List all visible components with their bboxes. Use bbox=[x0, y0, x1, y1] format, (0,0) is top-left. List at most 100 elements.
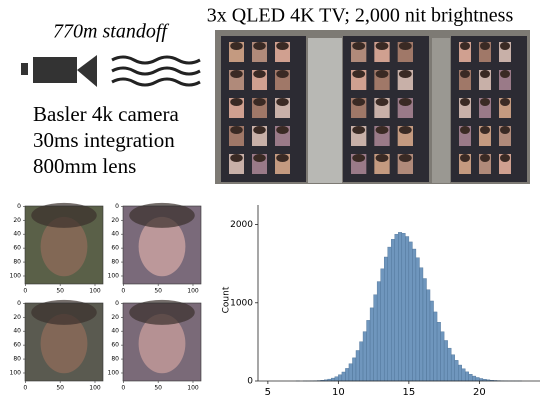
x-tick-label: 100 bbox=[187, 385, 199, 392]
bar bbox=[356, 350, 360, 381]
face-hair bbox=[376, 98, 389, 106]
y-tick-label: 100 bbox=[108, 369, 120, 376]
figure: 770m standoff Basler 4k camera 30ms inte… bbox=[0, 0, 542, 400]
bar bbox=[419, 268, 423, 381]
face-hair bbox=[230, 42, 243, 50]
bar bbox=[363, 332, 367, 381]
face-hair bbox=[352, 154, 365, 162]
face-hair bbox=[276, 154, 289, 162]
bar bbox=[476, 377, 480, 381]
bar bbox=[395, 234, 399, 381]
bar bbox=[402, 233, 406, 381]
x-tick-label: 0 bbox=[121, 385, 125, 392]
x-tick-label: 0 bbox=[121, 288, 125, 295]
bar bbox=[455, 360, 459, 381]
y-tick-label: 100 bbox=[10, 272, 22, 279]
face-hair bbox=[230, 154, 243, 162]
y-tick-label: 80 bbox=[111, 259, 119, 266]
x-tick-label: 50 bbox=[56, 385, 64, 392]
x-tick-label: 50 bbox=[154, 385, 162, 392]
face-hair bbox=[276, 126, 289, 134]
camera-spec: 800mm lens bbox=[33, 154, 136, 178]
bar bbox=[398, 232, 402, 381]
bar bbox=[338, 375, 342, 381]
face-hair bbox=[230, 98, 243, 106]
face-hair bbox=[500, 126, 510, 134]
bar bbox=[367, 320, 371, 381]
bar bbox=[462, 369, 466, 381]
face-hair bbox=[276, 98, 289, 106]
bar bbox=[434, 312, 438, 381]
face-hair bbox=[352, 42, 365, 50]
face-hair bbox=[276, 70, 289, 78]
face-hair bbox=[253, 154, 266, 162]
bar bbox=[441, 332, 445, 381]
face-hair bbox=[399, 98, 412, 106]
bar bbox=[370, 308, 374, 381]
face-hair bbox=[500, 70, 510, 78]
x-tick-label: 100 bbox=[187, 288, 199, 295]
image-hair bbox=[129, 300, 195, 325]
x-tick-label: 10 bbox=[332, 387, 345, 398]
face-hair bbox=[376, 126, 389, 134]
face-hair bbox=[399, 70, 412, 78]
face-hair bbox=[480, 70, 490, 78]
bar bbox=[374, 295, 378, 381]
y-tick-label: 80 bbox=[13, 259, 21, 266]
y-tick-label: 40 bbox=[13, 328, 21, 335]
face-hair bbox=[376, 154, 389, 162]
bar bbox=[472, 376, 476, 381]
bar bbox=[352, 358, 356, 381]
y-tick-label: 0 bbox=[17, 203, 21, 210]
y-tick-label: 0 bbox=[17, 300, 21, 307]
bar bbox=[342, 372, 346, 381]
camera-icon bbox=[21, 55, 97, 87]
bar bbox=[405, 237, 409, 381]
face-hair bbox=[276, 42, 289, 50]
camera-spec: 30ms integration bbox=[33, 128, 175, 152]
face-hair bbox=[460, 126, 470, 134]
face-hair bbox=[460, 154, 470, 162]
bar bbox=[331, 378, 335, 381]
y-tick-label: 2000 bbox=[230, 220, 253, 230]
bar bbox=[448, 348, 452, 381]
face-hair bbox=[480, 42, 490, 50]
image-hair bbox=[31, 300, 97, 325]
y-tick-label: 100 bbox=[10, 369, 22, 376]
y-tick-label: 40 bbox=[111, 328, 119, 335]
bar bbox=[377, 282, 381, 381]
bar bbox=[335, 377, 339, 381]
bar bbox=[349, 364, 353, 381]
y-tick-label: 60 bbox=[13, 245, 21, 252]
face-hair bbox=[253, 42, 266, 50]
y-tick-label: 80 bbox=[13, 356, 21, 363]
face-hair bbox=[500, 154, 510, 162]
y-tick-label: 20 bbox=[111, 314, 119, 321]
image-hair bbox=[31, 203, 97, 228]
bar bbox=[437, 322, 441, 381]
y-tick-label: 20 bbox=[13, 217, 21, 224]
bar bbox=[465, 372, 469, 381]
face-hair bbox=[352, 126, 365, 134]
waves-icon bbox=[112, 57, 200, 85]
face-hair bbox=[253, 126, 266, 134]
bar bbox=[430, 301, 434, 381]
y-tick-label: 60 bbox=[111, 342, 119, 349]
y-tick-label: 40 bbox=[111, 231, 119, 238]
face-hair bbox=[480, 154, 490, 162]
face-hair bbox=[460, 70, 470, 78]
face-hair bbox=[253, 98, 266, 106]
face-hair bbox=[376, 42, 389, 50]
face-hair bbox=[399, 42, 412, 50]
y-tick-label: 100 bbox=[108, 272, 120, 279]
face-hair bbox=[230, 70, 243, 78]
face-hair bbox=[352, 70, 365, 78]
image-hair bbox=[129, 203, 195, 228]
bar bbox=[458, 365, 462, 381]
tv-caption: 3x QLED 4K TV; 2,000 nit brightness bbox=[207, 5, 514, 27]
bar bbox=[412, 249, 416, 381]
x-tick-label: 0 bbox=[23, 385, 27, 392]
face-hair bbox=[480, 126, 490, 134]
bar bbox=[381, 269, 385, 381]
bar bbox=[388, 247, 392, 381]
